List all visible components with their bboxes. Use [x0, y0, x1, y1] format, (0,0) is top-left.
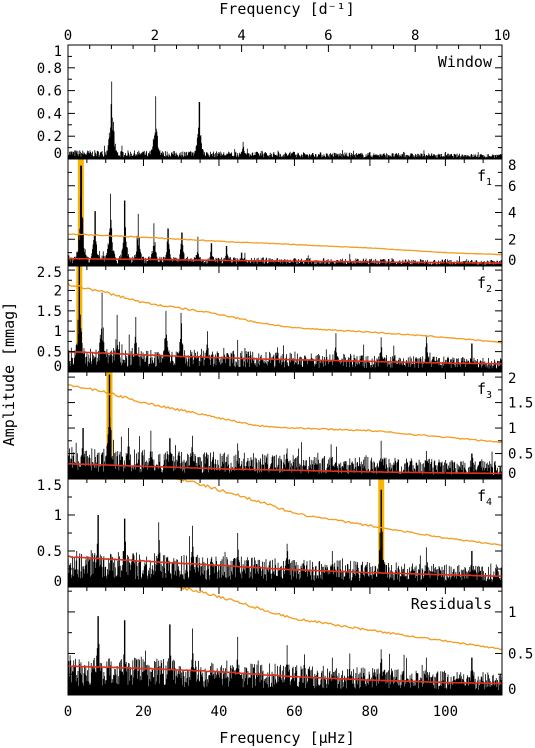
panel-3-y-tick-label: 0.5: [37, 345, 62, 361]
amplitude-spectrum-series: [68, 165, 502, 266]
amplitude-spectrum-series: [68, 266, 502, 372]
panel-5-y-tick-label: 0.5: [37, 544, 62, 560]
panel-6-y-tick-label: 0: [508, 682, 516, 698]
top-axis-tick-label: 8: [411, 28, 419, 44]
bottom-axis-tick-label: 20: [135, 704, 152, 720]
y-axis-title: Amplitude [mmag]: [0, 302, 18, 447]
panel-2-y-tick-label: 4: [508, 206, 516, 222]
panel-2-y-tick-label: 6: [508, 179, 516, 195]
panel-1-plot-area: [68, 81, 502, 159]
panel-6-label: Residuals: [411, 595, 492, 613]
noise-level-curve: [68, 555, 502, 577]
panel-3-y-tick-label: 1.5: [37, 304, 62, 320]
panel-4-plot-area: [68, 372, 502, 479]
panel-6-y-tick-label: 0.5: [508, 646, 533, 662]
bottom-axis-tick-label: 60: [286, 704, 303, 720]
top-axis-tick-label: 10: [494, 28, 511, 44]
bottom-axis-tick-label: 0: [64, 704, 72, 720]
panel-3-label: f2: [477, 274, 492, 295]
significance-threshold-curve: [173, 587, 502, 651]
top-axis-tick-label: 4: [237, 28, 245, 44]
panel-5-y-tick-label: 1: [54, 508, 62, 524]
panel-1-label: Window: [438, 53, 493, 71]
panel-3-y-tick-label: 0: [54, 359, 62, 375]
panel-5-plot-area: [68, 479, 502, 587]
panel-4-y-tick-label: 2: [508, 371, 516, 387]
amplitude-spectrum-series: [68, 616, 502, 695]
panel-4-y-tick-label: 0: [508, 466, 516, 482]
panel-5-y-tick-label: 1.5: [37, 478, 62, 494]
panel-1-y-tick-label: 0.4: [37, 106, 62, 122]
panel-4-y-tick-label: 1.5: [508, 396, 533, 412]
significance-threshold-curve: [68, 384, 502, 444]
significance-threshold-curve: [68, 479, 502, 547]
panel-2-plot-area: [68, 159, 502, 266]
bottom-axis-tick-label: 100: [433, 704, 458, 720]
panel-1-y-tick-label: 0.2: [37, 129, 62, 145]
panel-4-frame: [67, 371, 503, 480]
panel-5-label: f4: [477, 487, 492, 508]
top-axis-tick-label: 0: [64, 28, 72, 44]
noise-level-curve: [68, 350, 502, 365]
panel-5-y-tick-label: 0: [54, 574, 62, 590]
panel-6-y-tick-label: 1: [508, 605, 516, 621]
top-axis-tick-label: 6: [324, 28, 332, 44]
panel-1-y-tick-label: 0: [54, 146, 62, 162]
panel-4-y-tick-label: 0.5: [508, 447, 533, 463]
panel-4-label: f3: [477, 380, 492, 401]
panel-2-frame: [67, 158, 503, 267]
panel-1-y-tick-label: 0.6: [37, 84, 62, 100]
bottom-axis-tick-label: 40: [211, 704, 228, 720]
panel-2-y-tick-label: 0: [508, 253, 516, 269]
noise-level-curve: [68, 462, 502, 475]
panel-2-label: f1: [477, 167, 492, 188]
amplitude-spectrum-series: [68, 81, 502, 159]
bottom-axis-tick-label: 80: [361, 704, 378, 720]
noise-level-curve: [68, 257, 502, 264]
amplitude-spectrum-series: [68, 489, 502, 587]
panels-group: 0 2 4 6 8 100 20 40 60 80 10000.20.40.60.81Window0…: [37, 28, 534, 720]
panel-3-y-tick-label: 2.5: [37, 265, 62, 281]
panel-3-plot-area: [68, 266, 502, 372]
panel-1-y-tick-label: 1: [54, 44, 62, 60]
top-axis-title: Frequency [d⁻¹]: [219, 0, 354, 18]
significance-threshold-curve: [68, 233, 502, 256]
panel-2-y-tick-label: 8: [508, 158, 516, 174]
panel-1-y-tick-label: 0.8: [37, 61, 62, 77]
panel-3-y-tick-label: 1: [54, 324, 62, 340]
significance-threshold-curve: [68, 282, 502, 344]
panel-2-y-tick-label: 2: [508, 232, 516, 248]
noise-level-curve: [68, 664, 502, 685]
top-axis-tick-label: 2: [151, 28, 159, 44]
panel-4-y-tick-label: 1: [508, 421, 516, 437]
panel-3-y-tick-label: 2: [54, 283, 62, 299]
panel-6-frame: [67, 586, 503, 696]
bottom-axis-title: Frequency [μHz]: [219, 729, 354, 747]
